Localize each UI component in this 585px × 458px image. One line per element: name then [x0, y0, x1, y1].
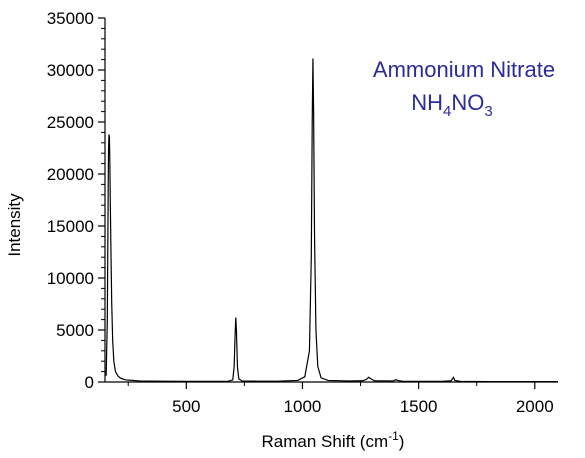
formula-text: NO — [451, 90, 484, 115]
annotation-formula: NH4NO3 — [411, 90, 492, 120]
x-axis-title: Raman Shift (cm-1) — [262, 429, 405, 451]
x-axis-ticks: 500 1000 1500 2000 — [127, 382, 554, 416]
formula-subscript: 4 — [443, 103, 451, 120]
y-axis-title: Intensity — [5, 193, 24, 257]
y-tick-label: 10000 — [47, 269, 94, 288]
x-tick-label: 1500 — [400, 397, 438, 416]
y-tick-label: 25000 — [47, 113, 94, 132]
chart-annotation: Ammonium Nitrate NH4NO3 — [373, 57, 555, 120]
x-tick-label: 500 — [172, 397, 200, 416]
x-tick-label: 1000 — [284, 397, 322, 416]
spectrum-line — [105, 58, 558, 383]
formula-text: NH — [411, 90, 443, 115]
annotation-compound-name: Ammonium Nitrate — [373, 57, 555, 82]
y-tick-label: 15000 — [47, 217, 94, 236]
y-tick-label: 0 — [85, 373, 94, 392]
y-axis-ticks: 0 5000 10000 15000 20000 25000 30000 35000 — [47, 9, 105, 392]
y-tick-label: 35000 — [47, 9, 94, 28]
x-tick-label: 2000 — [516, 397, 554, 416]
y-tick-label: 30000 — [47, 61, 94, 80]
formula-subscript: 3 — [484, 103, 492, 120]
y-tick-label: 20000 — [47, 165, 94, 184]
plot-area: 0 5000 10000 15000 20000 25000 30000 35000 500 1… — [47, 9, 558, 416]
x-axis-title-sup: -1 — [388, 429, 399, 443]
y-tick-label: 5000 — [56, 321, 94, 340]
